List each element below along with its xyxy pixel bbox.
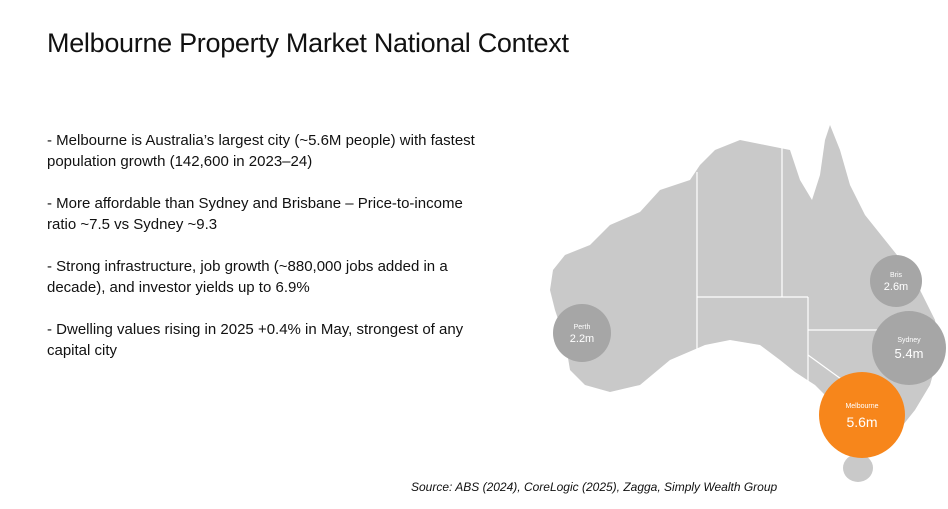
- bubble-city: Melbourne: [845, 403, 878, 410]
- bubble-circle: [553, 304, 611, 362]
- slide-title: Melbourne Property Market National Conte…: [47, 28, 569, 58]
- bubble: Sydney 5.4m: [872, 311, 946, 385]
- bubble: Bris 2.6m: [870, 255, 922, 307]
- bubble-circle: [872, 311, 946, 385]
- bubble: Melbourne 5.6m: [819, 372, 905, 458]
- mainland: [550, 125, 940, 445]
- bubble-city: Bris: [890, 272, 903, 279]
- bubble-city: Sydney: [897, 337, 921, 344]
- bullet: - More affordable than Sydney and Brisba…: [47, 195, 463, 233]
- bullet-list: - Melbourne is Australia’s largest city …: [47, 130, 487, 382]
- bullet: - Strong infrastructure, job growth (~88…: [47, 258, 448, 296]
- bubble-value: 2.6m: [884, 281, 908, 293]
- map-shape: [550, 125, 940, 482]
- bubble-circle: [819, 372, 905, 458]
- bubble-value: 2.2m: [570, 333, 594, 345]
- bubble-city: Perth: [574, 324, 591, 331]
- bubble-value: 5.6m: [846, 414, 877, 430]
- bubble: Perth 2.2m: [553, 304, 611, 362]
- bullet: - Dwelling values rising in 2025 +0.4% i…: [47, 321, 464, 359]
- bubble-circle: [870, 255, 922, 307]
- source-note: Source: ABS (2024), CoreLogic (2025), Za…: [411, 480, 778, 494]
- bullet: - Melbourne is Australia’s largest city …: [47, 132, 475, 170]
- tasmania: [843, 454, 873, 482]
- bubble-value: 5.4m: [895, 346, 924, 361]
